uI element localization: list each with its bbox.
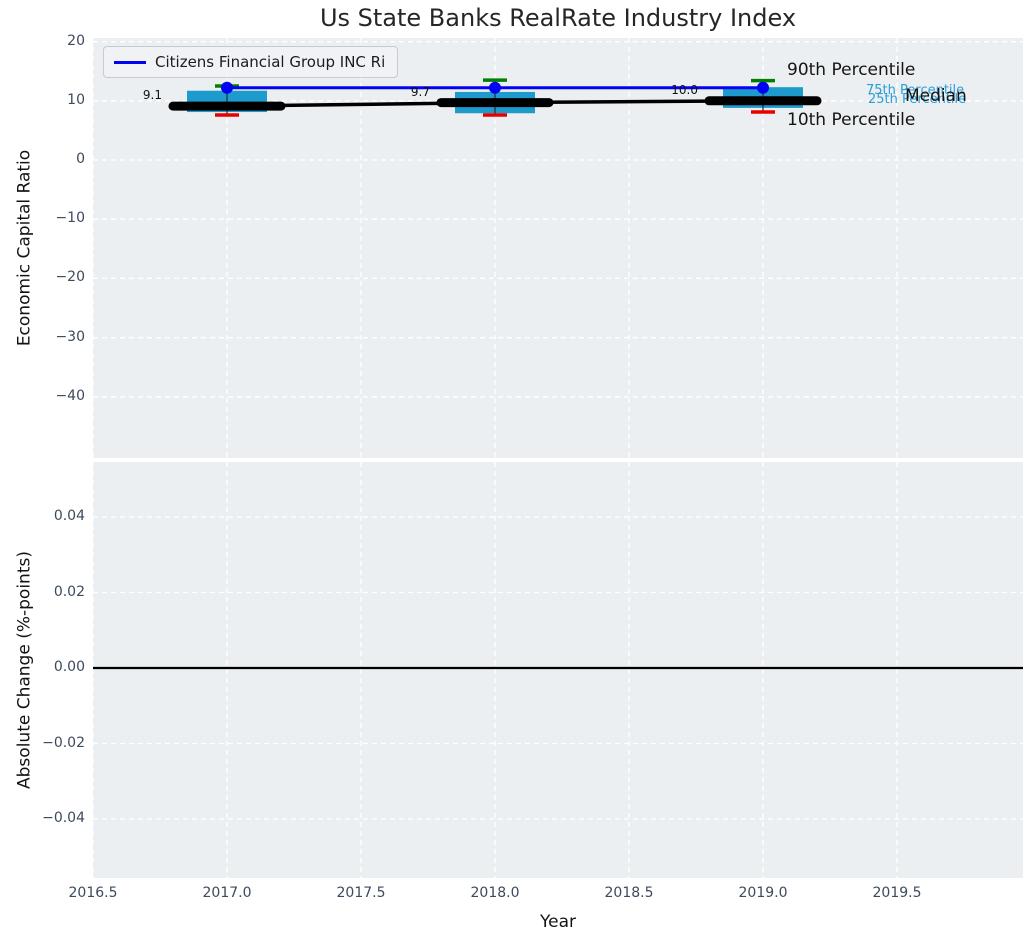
y-tick-label-bottom: −0.04: [42, 810, 85, 826]
y-tick-label-top: −10: [55, 210, 85, 227]
median-value-label-2019: 10.0: [671, 82, 698, 97]
y-tick-label-top: 0: [76, 151, 85, 167]
x-tick-label: 2016.5: [68, 885, 118, 901]
chart-title: Us State Banks RealRate Industry Index: [319, 4, 797, 32]
annotation-90th-percentile: 90th Percentile: [787, 60, 916, 80]
company-marker-2019: [757, 81, 769, 94]
y-tick-label-top: 10: [67, 91, 85, 108]
y-tick-label-top: −40: [55, 387, 85, 404]
legend: Citizens Financial Group INC Ri: [103, 46, 399, 78]
x-tick-label: 2017.5: [336, 885, 386, 901]
y-axis-label-bottom: Absolute Change (%-points): [14, 551, 35, 789]
annotation-25th-percentile: 25th Percentile: [868, 92, 967, 107]
x-axis-label: Year: [540, 912, 576, 932]
y-tick-label-bottom: 0.04: [53, 508, 85, 524]
company-marker-2017: [221, 81, 233, 94]
y-tick-label-top: −30: [55, 328, 85, 345]
legend-label: Citizens Financial Group INC Ri: [155, 53, 386, 71]
annotation-median: Median: [905, 86, 967, 106]
x-tick-label: 2019.5: [872, 885, 922, 901]
y-tick-label-top: 20: [67, 32, 85, 49]
y-tick-label-bottom: −0.02: [42, 734, 85, 751]
company-marker-2018: [489, 81, 501, 94]
y-tick-label-top: −20: [55, 269, 85, 286]
x-tick-label: 2017.0: [202, 885, 252, 901]
y-tick-label-bottom: 0.00: [53, 659, 85, 675]
median-value-label-2018: 9.7: [410, 84, 430, 99]
x-tick-label: 2019.0: [738, 885, 788, 901]
median-value-label-2017: 9.1: [142, 88, 162, 103]
x-tick-label: 2018.5: [604, 885, 654, 901]
y-tick-label-bottom: 0.02: [53, 583, 85, 600]
legend-line-swatch: [114, 60, 146, 64]
y-axis-label-top: Economic Capital Ratio: [14, 149, 35, 347]
annotation-75th-percentile: 75th Percentile: [866, 83, 965, 98]
bottom-axes-background: [93, 462, 1023, 878]
x-tick-label: 2018.0: [470, 885, 520, 901]
annotation-10th-percentile: 10th Percentile: [787, 110, 916, 130]
